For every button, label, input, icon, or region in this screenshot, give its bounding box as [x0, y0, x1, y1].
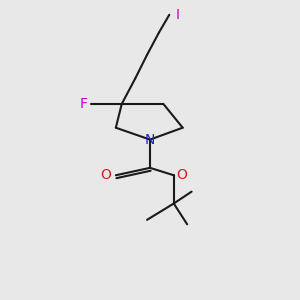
Text: I: I: [175, 8, 179, 22]
Text: F: F: [80, 97, 88, 111]
Text: O: O: [100, 168, 111, 182]
Text: O: O: [177, 168, 188, 182]
Text: N: N: [145, 133, 155, 147]
